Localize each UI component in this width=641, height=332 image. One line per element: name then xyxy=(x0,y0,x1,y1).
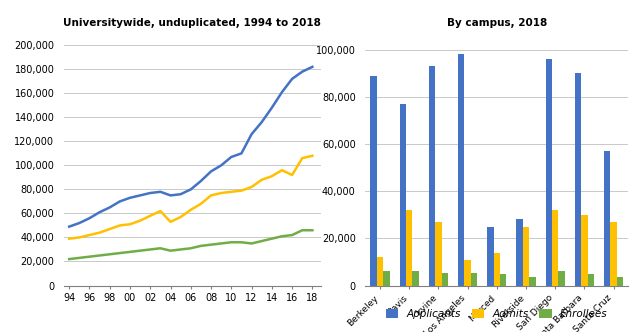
Bar xyxy=(500,274,506,286)
Bar xyxy=(617,277,623,286)
Bar xyxy=(429,66,435,286)
Bar xyxy=(458,54,464,286)
Bar xyxy=(604,151,610,286)
Bar xyxy=(494,253,500,286)
Bar xyxy=(610,222,617,286)
Bar xyxy=(406,210,412,286)
Bar xyxy=(552,210,558,286)
Bar xyxy=(575,73,581,286)
Bar xyxy=(470,273,477,286)
Bar xyxy=(545,59,552,286)
Bar xyxy=(412,271,419,286)
Bar xyxy=(517,219,523,286)
Bar xyxy=(529,277,536,286)
Title: By campus, 2018: By campus, 2018 xyxy=(447,18,547,28)
Bar xyxy=(383,271,390,286)
Title: Universitywide, unduplicated, 1994 to 2018: Universitywide, unduplicated, 1994 to 20… xyxy=(63,18,321,28)
Bar xyxy=(464,260,470,286)
Bar xyxy=(377,257,383,286)
Bar xyxy=(523,226,529,286)
Bar xyxy=(558,271,565,286)
Bar xyxy=(442,273,448,286)
Bar xyxy=(581,215,588,286)
Bar xyxy=(435,222,442,286)
Bar xyxy=(588,274,594,286)
Bar xyxy=(487,226,494,286)
Legend: Applicants, Admits, Enrollees: Applicants, Admits, Enrollees xyxy=(382,305,612,323)
Bar xyxy=(370,76,377,286)
Bar xyxy=(399,104,406,286)
